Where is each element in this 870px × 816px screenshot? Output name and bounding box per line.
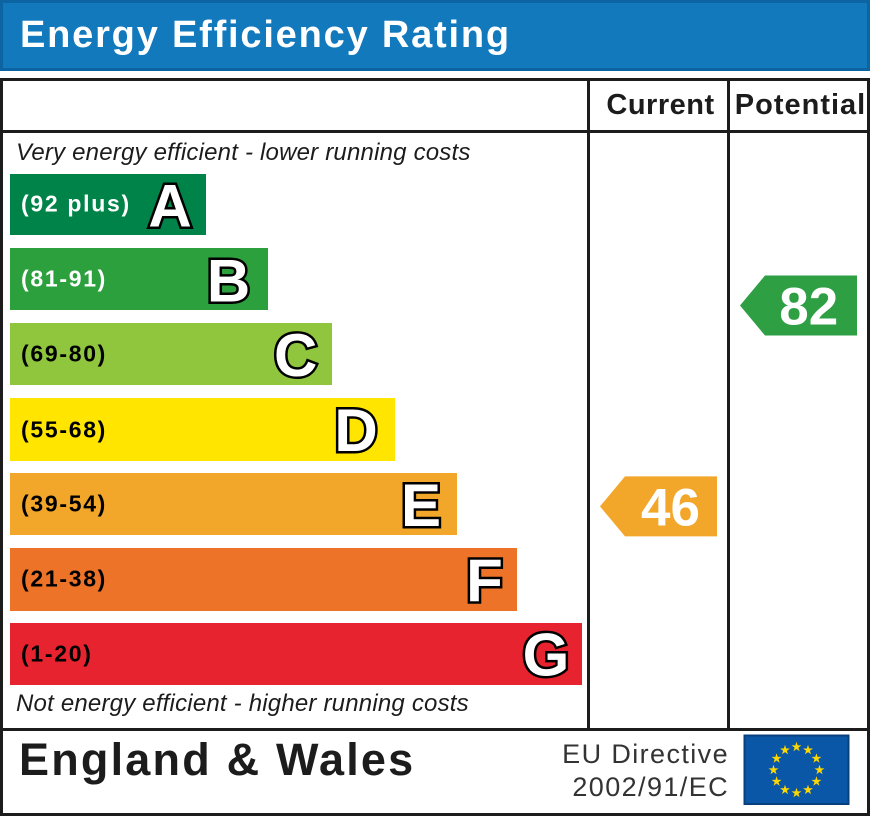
svg-text:A: A — [148, 172, 191, 239]
svg-text:E: E — [401, 472, 441, 539]
svg-text:D: D — [334, 397, 377, 464]
svg-text:C: C — [274, 322, 317, 389]
svg-text:82: 82 — [779, 277, 838, 336]
svg-text:G: G — [523, 622, 570, 689]
svg-text:46: 46 — [641, 479, 700, 538]
svg-text:F: F — [466, 547, 503, 614]
svg-text:B: B — [207, 247, 250, 314]
